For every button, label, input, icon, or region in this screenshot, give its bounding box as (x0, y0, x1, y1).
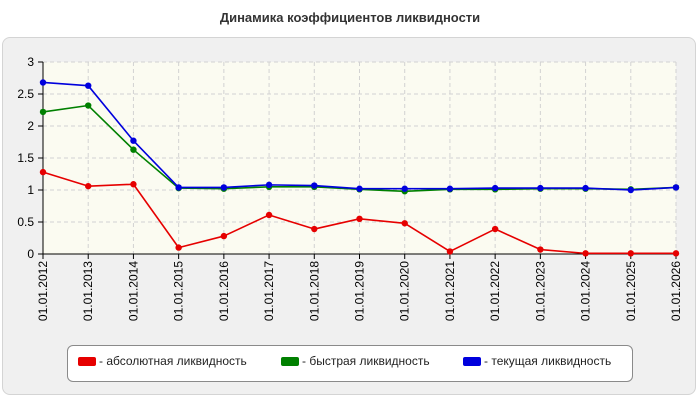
data-point-s2-8 (401, 185, 408, 192)
data-point-s2-1 (85, 82, 92, 89)
data-point-s1-2 (130, 146, 137, 153)
legend: - абсолютная ликвидность - быстрая ликви… (67, 345, 633, 382)
data-point-s0-5 (265, 211, 273, 219)
legend-swatch-current (463, 357, 481, 366)
legend-swatch-absolute (78, 357, 96, 366)
y-tick-label: 0.5 (17, 215, 34, 229)
data-point-s0-2 (130, 181, 137, 188)
data-point-s0-8 (401, 220, 408, 227)
x-tick-label: 01.01.2025 (624, 261, 638, 321)
data-point-s2-6 (311, 182, 318, 189)
data-point-s2-3 (175, 184, 182, 191)
y-tick-label: 1 (27, 183, 34, 197)
x-tick-label: 01.01.2024 (579, 261, 593, 321)
x-tick-label: 01.01.2017 (262, 261, 276, 321)
data-point-s2-4 (220, 184, 228, 191)
x-tick-label: 01.01.2014 (126, 261, 140, 321)
data-point-s2-2 (130, 137, 137, 144)
x-tick-label: 01.01.2018 (307, 261, 321, 321)
data-point-s2-5 (265, 181, 273, 189)
data-point-s0-7 (356, 215, 363, 222)
data-point-s0-0 (39, 168, 47, 176)
y-tick-label: 1.5 (17, 151, 34, 165)
chart-title: Динамика коэффициентов ликвидности (219, 10, 481, 25)
y-tick-label: 0 (27, 247, 34, 261)
y-tick-label: 2.5 (17, 87, 34, 101)
data-point-s2-14 (672, 184, 680, 191)
data-point-s2-0 (39, 79, 47, 86)
data-point-s0-14 (672, 250, 680, 257)
data-point-s0-3 (175, 244, 182, 251)
data-point-s0-12 (582, 250, 589, 257)
data-point-s2-11 (537, 184, 544, 192)
data-point-s0-10 (491, 225, 499, 233)
legend-label-quick: - быстрая ликвидность (302, 354, 430, 368)
x-tick-label: 01.01.2026 (669, 261, 683, 321)
data-point-s1-1 (85, 102, 92, 109)
x-tick-label: 01.01.2023 (533, 261, 547, 321)
x-tick-label: 01.01.2013 (81, 261, 95, 321)
legend-label-absolute: - абсолютная ликвидность (99, 354, 247, 368)
data-point-s0-13 (627, 250, 634, 257)
data-point-s0-6 (311, 225, 318, 233)
data-point-s0-11 (537, 246, 544, 253)
y-tick-label: 2 (27, 119, 34, 133)
data-point-s2-12 (582, 184, 589, 192)
data-point-s1-0 (39, 108, 47, 116)
x-tick-label: 01.01.2015 (172, 261, 186, 321)
data-point-s2-10 (491, 184, 499, 192)
x-tick-label: 01.01.2012 (36, 261, 50, 321)
data-point-s0-9 (446, 248, 454, 255)
x-tick-label: 01.01.2021 (443, 261, 457, 321)
x-tick-label: 01.01.2016 (217, 261, 231, 321)
data-point-s2-7 (356, 185, 363, 192)
legend-swatch-quick (281, 357, 299, 366)
y-tick-label: 3 (27, 55, 34, 69)
x-tick-label: 01.01.2022 (488, 261, 502, 321)
x-tick-label: 01.01.2020 (398, 261, 412, 321)
data-point-s0-4 (220, 232, 228, 240)
x-tick-label: 01.01.2019 (353, 261, 367, 321)
data-point-s2-9 (446, 185, 454, 192)
data-point-s2-13 (627, 186, 634, 194)
data-point-s0-1 (85, 182, 92, 190)
legend-label-current: - текущая ликвидность (484, 354, 612, 368)
